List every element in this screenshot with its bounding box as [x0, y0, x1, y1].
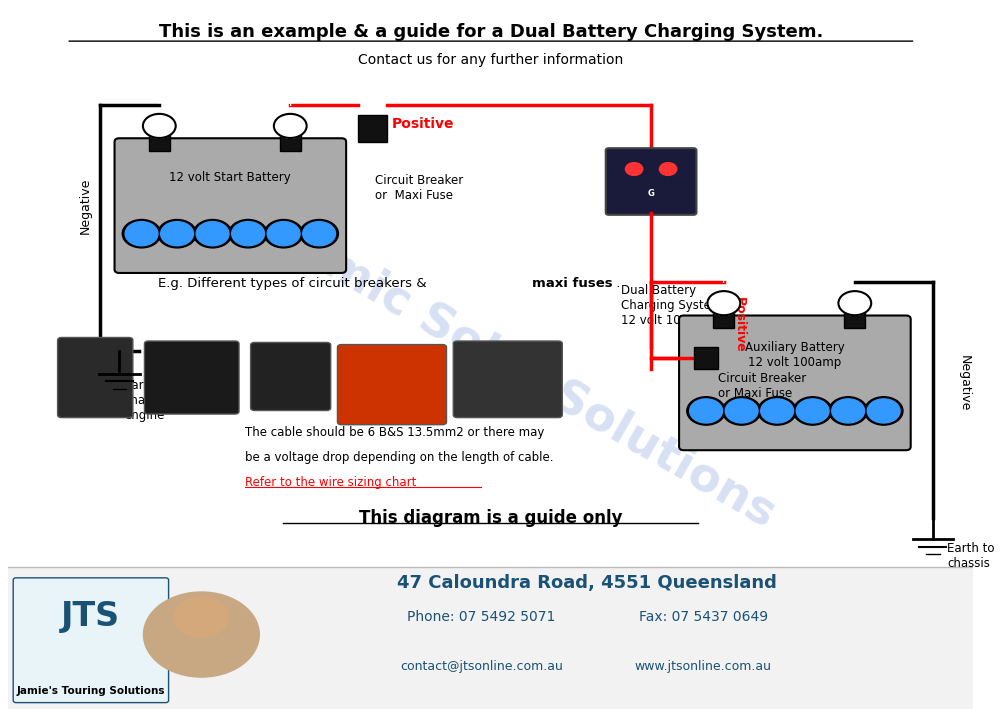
Bar [713, 301, 734, 328]
Text: Earth to
chassis,
engine: Earth to chassis, engine [124, 379, 172, 423]
Text: +: + [719, 275, 728, 285]
Text: 47 Caloundra Road, 4551 Queensland: 47 Caloundra Road, 4551 Queensland [397, 574, 777, 592]
FancyBboxPatch shape [337, 345, 447, 425]
Circle shape [761, 399, 794, 423]
Circle shape [125, 222, 158, 246]
Circle shape [122, 220, 161, 248]
Circle shape [625, 162, 643, 175]
Circle shape [229, 220, 267, 248]
Text: be a voltage drop depending on the length of cable.: be a voltage drop depending on the lengt… [245, 451, 553, 464]
Circle shape [796, 399, 829, 423]
Text: E.g. Different types of circuit breakers &: E.g. Different types of circuit breakers… [158, 277, 431, 290]
Text: .: . [612, 277, 621, 290]
Text: Positive: Positive [392, 117, 455, 131]
Text: G: G [648, 189, 655, 199]
Bar [8, 567, 973, 709]
Text: -: - [157, 98, 162, 108]
Text: Circuit Breaker
or Maxi Fuse: Circuit Breaker or Maxi Fuse [718, 372, 806, 401]
Circle shape [161, 222, 193, 246]
Bar [149, 123, 170, 151]
FancyBboxPatch shape [679, 316, 911, 450]
Circle shape [158, 220, 196, 248]
Circle shape [174, 597, 228, 637]
Text: Refer to the wire sizing chart: Refer to the wire sizing chart [245, 476, 416, 489]
Circle shape [196, 222, 229, 246]
Circle shape [143, 592, 259, 677]
Circle shape [838, 291, 871, 316]
Text: Phone: 07 5492 5071: Phone: 07 5492 5071 [407, 610, 555, 624]
Text: Dual Battery
Charging System
12 volt 100 amp: Dual Battery Charging System 12 volt 100… [621, 284, 723, 327]
Text: maxi fuses: maxi fuses [532, 277, 613, 290]
Circle shape [303, 222, 336, 246]
Bar [844, 301, 865, 328]
Circle shape [300, 220, 338, 248]
Bar [280, 123, 301, 151]
Circle shape [143, 114, 176, 138]
Circle shape [193, 220, 232, 248]
Circle shape [793, 397, 832, 425]
Text: The cable should be 6 B&S 13.5mm2 or there may: The cable should be 6 B&S 13.5mm2 or the… [245, 426, 544, 439]
Text: 12 volt Start Battery: 12 volt Start Battery [169, 171, 291, 184]
Circle shape [722, 397, 761, 425]
Circle shape [832, 399, 865, 423]
Circle shape [690, 399, 723, 423]
Text: Earth to
chassis: Earth to chassis [947, 542, 995, 570]
Circle shape [267, 222, 300, 246]
Circle shape [829, 397, 867, 425]
Circle shape [687, 397, 725, 425]
Text: Jamie's Touring Solutions: Jamie's Touring Solutions [16, 686, 165, 696]
Circle shape [659, 162, 677, 175]
Circle shape [274, 114, 307, 138]
Circle shape [725, 399, 758, 423]
Circle shape [707, 291, 740, 316]
FancyBboxPatch shape [13, 578, 169, 703]
Text: This diagram is a guide only: This diagram is a guide only [359, 508, 623, 527]
Text: Auxiliary Battery
12 volt 100amp: Auxiliary Battery 12 volt 100amp [745, 341, 845, 369]
Text: contact@jtsonline.com.au: contact@jtsonline.com.au [400, 660, 563, 673]
Circle shape [864, 397, 903, 425]
Circle shape [232, 222, 264, 246]
Text: Circuit Breaker
or  Maxi Fuse: Circuit Breaker or Maxi Fuse [375, 174, 463, 202]
FancyBboxPatch shape [58, 337, 133, 418]
FancyBboxPatch shape [115, 138, 346, 273]
Circle shape [867, 399, 900, 423]
Text: www.jtsonline.com.au: www.jtsonline.com.au [635, 660, 772, 673]
Text: Negative: Negative [79, 177, 92, 234]
Bar [358, 115, 387, 142]
Text: Dynamic Solar Solutions: Dynamic Solar Solutions [198, 172, 784, 537]
Text: JTS: JTS [61, 601, 120, 633]
FancyBboxPatch shape [144, 341, 239, 414]
Text: Negative: Negative [957, 354, 970, 411]
Text: Positive: Positive [732, 298, 745, 353]
Text: Contact us for any further information: Contact us for any further information [358, 53, 624, 67]
Text: +: + [286, 98, 295, 108]
Text: This is an example & a guide for a Dual Battery Charging System.: This is an example & a guide for a Dual … [159, 23, 823, 41]
Text: -: - [853, 275, 857, 285]
FancyBboxPatch shape [453, 341, 562, 418]
Text: Fax: 07 5437 0649: Fax: 07 5437 0649 [639, 610, 768, 624]
Circle shape [264, 220, 303, 248]
FancyBboxPatch shape [606, 148, 696, 215]
Circle shape [758, 397, 796, 425]
FancyBboxPatch shape [251, 342, 331, 411]
Bar [694, 347, 718, 369]
